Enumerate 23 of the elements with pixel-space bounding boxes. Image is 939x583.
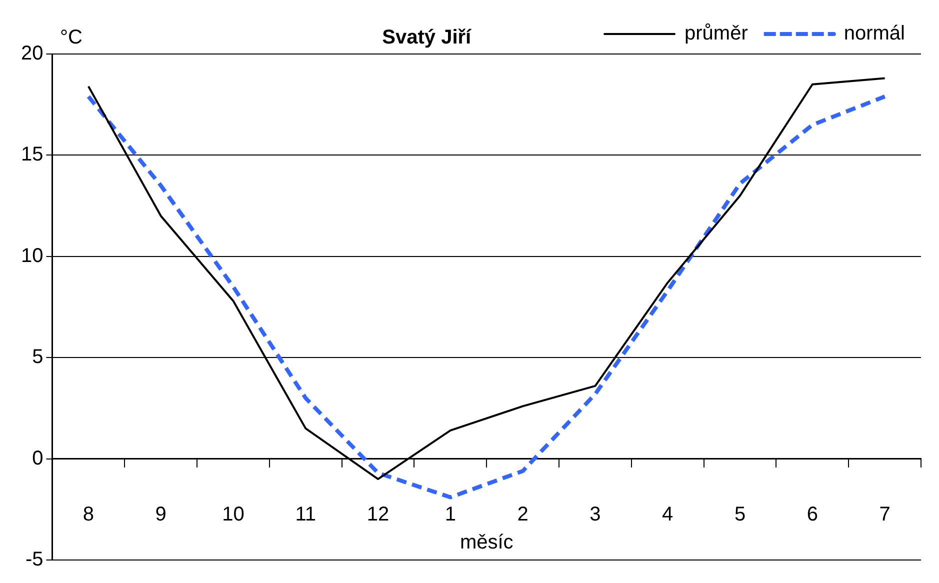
y-tick-label: 10 — [20, 244, 44, 267]
y-tick-label: 20 — [20, 42, 44, 65]
x-tick-label: 1 — [444, 503, 456, 526]
x-tick-label: 4 — [662, 503, 674, 526]
x-tick-label: 12 — [366, 503, 390, 526]
x-tick-label: 2 — [517, 503, 528, 526]
x-axis-title: měsíc — [460, 531, 514, 554]
x-tick-label: 5 — [734, 503, 746, 526]
y-tick-label: 5 — [32, 346, 44, 368]
x-tick-label: 10 — [222, 503, 244, 526]
x-tick-label: 8 — [82, 503, 94, 526]
y-tick-label: -5 — [25, 548, 44, 571]
x-tick-label: 6 — [806, 503, 818, 526]
x-tick-label: 3 — [590, 503, 601, 526]
y-axis-title: °C — [60, 26, 82, 49]
x-tick-label: 11 — [295, 503, 316, 526]
x-tick-label: 7 — [879, 503, 890, 526]
y-tick-label: 0 — [32, 447, 44, 470]
legend-label: průměr — [684, 22, 748, 45]
x-tick-label: 9 — [155, 503, 166, 526]
y-tick-label: 15 — [20, 144, 44, 166]
legend-label: normál — [844, 22, 906, 45]
chart-title: Svatý Jiří — [382, 26, 473, 49]
